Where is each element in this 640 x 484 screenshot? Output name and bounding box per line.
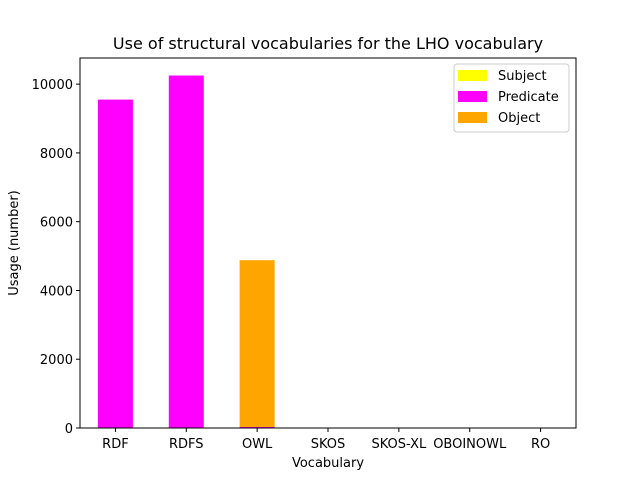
y-axis-label: Usage (number) xyxy=(7,190,22,296)
legend: Subject Predicate Object xyxy=(453,63,570,133)
x-tick-label: OWL xyxy=(242,437,273,452)
y-tick-label: 4000 xyxy=(40,284,73,299)
y-tick-label: 10000 xyxy=(32,78,73,93)
x-tick-label: SKOS xyxy=(311,437,346,452)
y-tick-label: 0 xyxy=(65,422,73,437)
legend-label-predicate: Predicate xyxy=(498,90,559,105)
x-tick-label: SKOS-XL xyxy=(371,437,426,452)
y-tick-label: 8000 xyxy=(40,147,73,162)
legend-swatch-object xyxy=(458,112,487,123)
x-tick-label: RDFS xyxy=(169,437,204,452)
bar-predicate-owl xyxy=(239,426,275,428)
bar-predicate-rdfs xyxy=(168,75,204,429)
y-tick-label: 6000 xyxy=(40,216,73,231)
legend-label-subject: Subject xyxy=(498,69,547,84)
legend-label-object: Object xyxy=(498,111,540,126)
x-axis-ticks: RDF RDFS OWL SKOS SKOS-XL OBOINOWL RO xyxy=(102,428,550,452)
legend-swatch-predicate xyxy=(458,91,487,102)
x-axis-label: Vocabulary xyxy=(292,456,364,471)
x-tick-label: RO xyxy=(531,437,550,452)
y-axis-ticks: 0 2000 4000 6000 8000 10000 xyxy=(32,78,80,437)
y-tick-label: 2000 xyxy=(40,353,73,368)
bar-object-owl xyxy=(239,260,275,427)
legend-swatch-subject xyxy=(458,70,487,81)
x-tick-label: OBOINOWL xyxy=(433,437,507,452)
chart-title: Use of structural vocabularies for the L… xyxy=(113,34,543,53)
bars-layer xyxy=(97,75,275,429)
x-tick-label: RDF xyxy=(102,437,129,452)
bar-predicate-rdf xyxy=(97,99,133,429)
plot-frame xyxy=(79,57,577,429)
